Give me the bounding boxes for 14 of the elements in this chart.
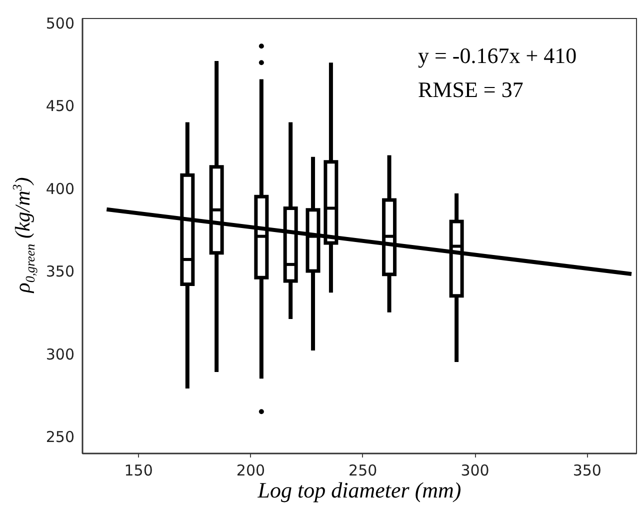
y-tick-label: 300 [46, 345, 74, 364]
x-tick-label: 250 [348, 462, 378, 480]
x-axis-title: Log top diameter (mm) [256, 478, 462, 502]
x-tick-label: 150 [124, 462, 153, 480]
y-tick-label: 350 [46, 262, 74, 281]
annotation: y = -0.167x + 410 [418, 43, 577, 68]
x-tick-label: 350 [572, 462, 602, 480]
y-tick-label: 400 [46, 180, 74, 198]
annotation: RMSE = 37 [418, 77, 524, 102]
y-tick-label: 500 [46, 14, 74, 32]
y-tick-label: 250 [46, 428, 74, 446]
x-tick-label: 200 [236, 462, 266, 480]
y-tick-label: 450 [46, 97, 74, 116]
x-tick-label: 300 [460, 462, 490, 480]
